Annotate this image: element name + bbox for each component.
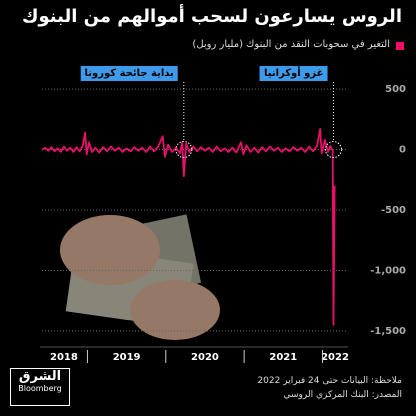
x-tick-label: 2022 [321,352,349,363]
logo: الشرق Bloomberg [10,368,70,406]
x-tick-label: 2021 [269,352,297,363]
source: المصدر: البنك المركزي الروسي [283,390,403,400]
note: ملاحظة: البيانات حتى 24 فبراير 2022 [257,376,402,386]
annotation-circle [324,141,342,159]
y-tick-label: 0 [399,145,406,156]
chart-title: الروس يسارعون لسحب أموالهم من البنوك [21,6,402,27]
annotation-label: غزو أوكرانيا [260,66,328,81]
photo-decoration [60,214,220,340]
annotation-circle [175,141,193,159]
y-tick-label: -1,000 [370,265,406,276]
x-tick-label: 2019 [113,352,141,363]
y-tick-label: -500 [381,205,406,216]
logo-name: الشرق [18,369,62,384]
x-tick-label: 2020 [191,352,219,363]
logo-sub: Bloomberg [18,384,62,393]
legend-swatch [396,42,404,50]
annotation-label: بداية جائحة كورونا [80,66,178,81]
x-tick-label: 2018 [50,352,78,363]
series-line [41,128,336,326]
y-tick-label: 500 [385,84,406,95]
legend-label: التغير في سحوبات النقد من البنوك (مليار … [192,39,390,50]
y-tick-label: -1,500 [370,326,406,337]
